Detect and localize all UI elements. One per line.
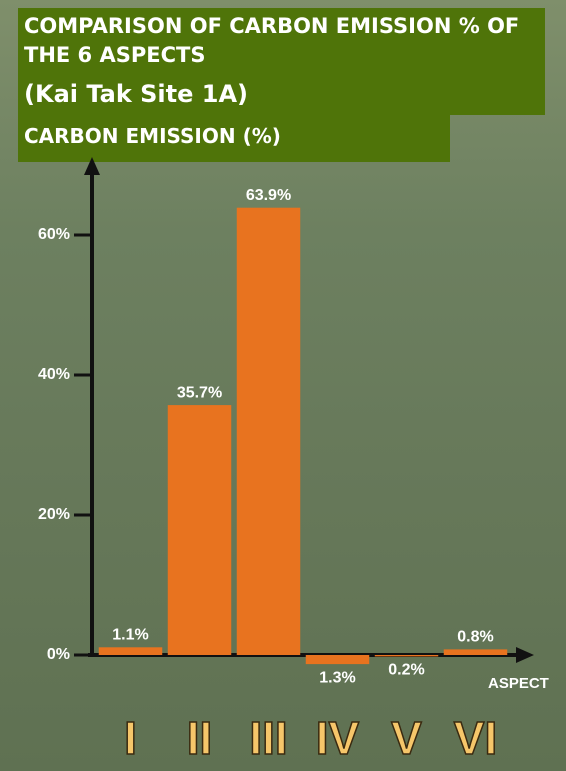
x-tick-label: I [124,712,137,764]
bar [305,655,370,665]
header-box [18,8,545,115]
y-tick-label: 40% [38,366,70,383]
x-tick-label: IV [316,712,360,764]
chart-subtitle: (Kai Tak Site 1A) [24,80,248,108]
x-tick-label: VI [454,712,497,764]
y-axis-label: CARBON EMISSION (%) [24,124,281,148]
value-label: 63.9% [246,187,291,204]
bar [167,405,232,655]
value-label: 1.1% [112,627,148,644]
y-axis-arrow [84,157,100,175]
y-tick-label: 0% [47,646,70,663]
value-label: 0.2% [388,662,424,679]
value-label: 35.7% [177,384,222,401]
x-tick-label: II [187,712,213,764]
bar [374,655,439,657]
value-label: 1.3% [319,669,355,686]
bar [443,649,508,655]
x-tick-label: V [391,712,422,764]
value-label: 0.8% [457,629,493,646]
x-axis-label: ASPECT [488,675,549,692]
chart-title: COMPARISON OF CARBON EMISSION % OF THE 6… [24,14,520,67]
header-box [18,115,450,162]
x-axis-arrow [516,647,534,663]
x-tick-label: III [249,712,287,764]
y-tick-label: 20% [38,506,70,523]
y-tick-label: 60% [38,226,70,243]
bar [236,207,301,655]
bar [98,647,163,655]
